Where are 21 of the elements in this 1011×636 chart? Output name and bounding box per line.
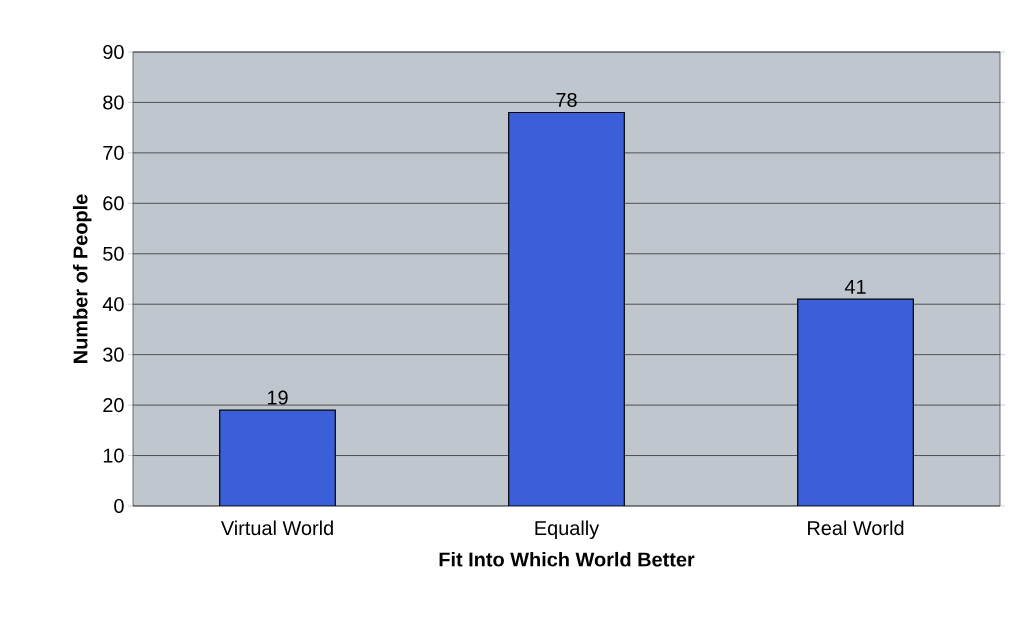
y-tick-label: 70 [103, 145, 124, 160]
data-label: 78 [556, 92, 577, 107]
y-tick-label: 0 [114, 498, 124, 514]
y-tick-label: 90 [103, 44, 124, 60]
y-tick-label: 40 [102, 297, 124, 312]
bar [797, 298, 914, 506]
y-tick-label: 30 [103, 347, 124, 362]
y-tick-label: 80 [103, 95, 124, 110]
x-tick-label: Real World [808, 520, 904, 536]
x-tick-label: Equally [535, 520, 600, 540]
bar [508, 111, 625, 506]
y-tick-label: 60 [103, 196, 124, 211]
bar [219, 409, 336, 506]
x-tick-label: Virtual World [220, 520, 333, 536]
x-axis-title: Fit Into Which World Better [439, 551, 695, 567]
y-axis-title: Number of People [72, 194, 92, 363]
y-tick-label: 20 [103, 398, 124, 413]
data-label: 19 [267, 390, 288, 405]
y-tick-label: 10 [103, 448, 124, 463]
data-label: 41 [844, 279, 866, 294]
y-tick-label: 50 [103, 246, 124, 261]
